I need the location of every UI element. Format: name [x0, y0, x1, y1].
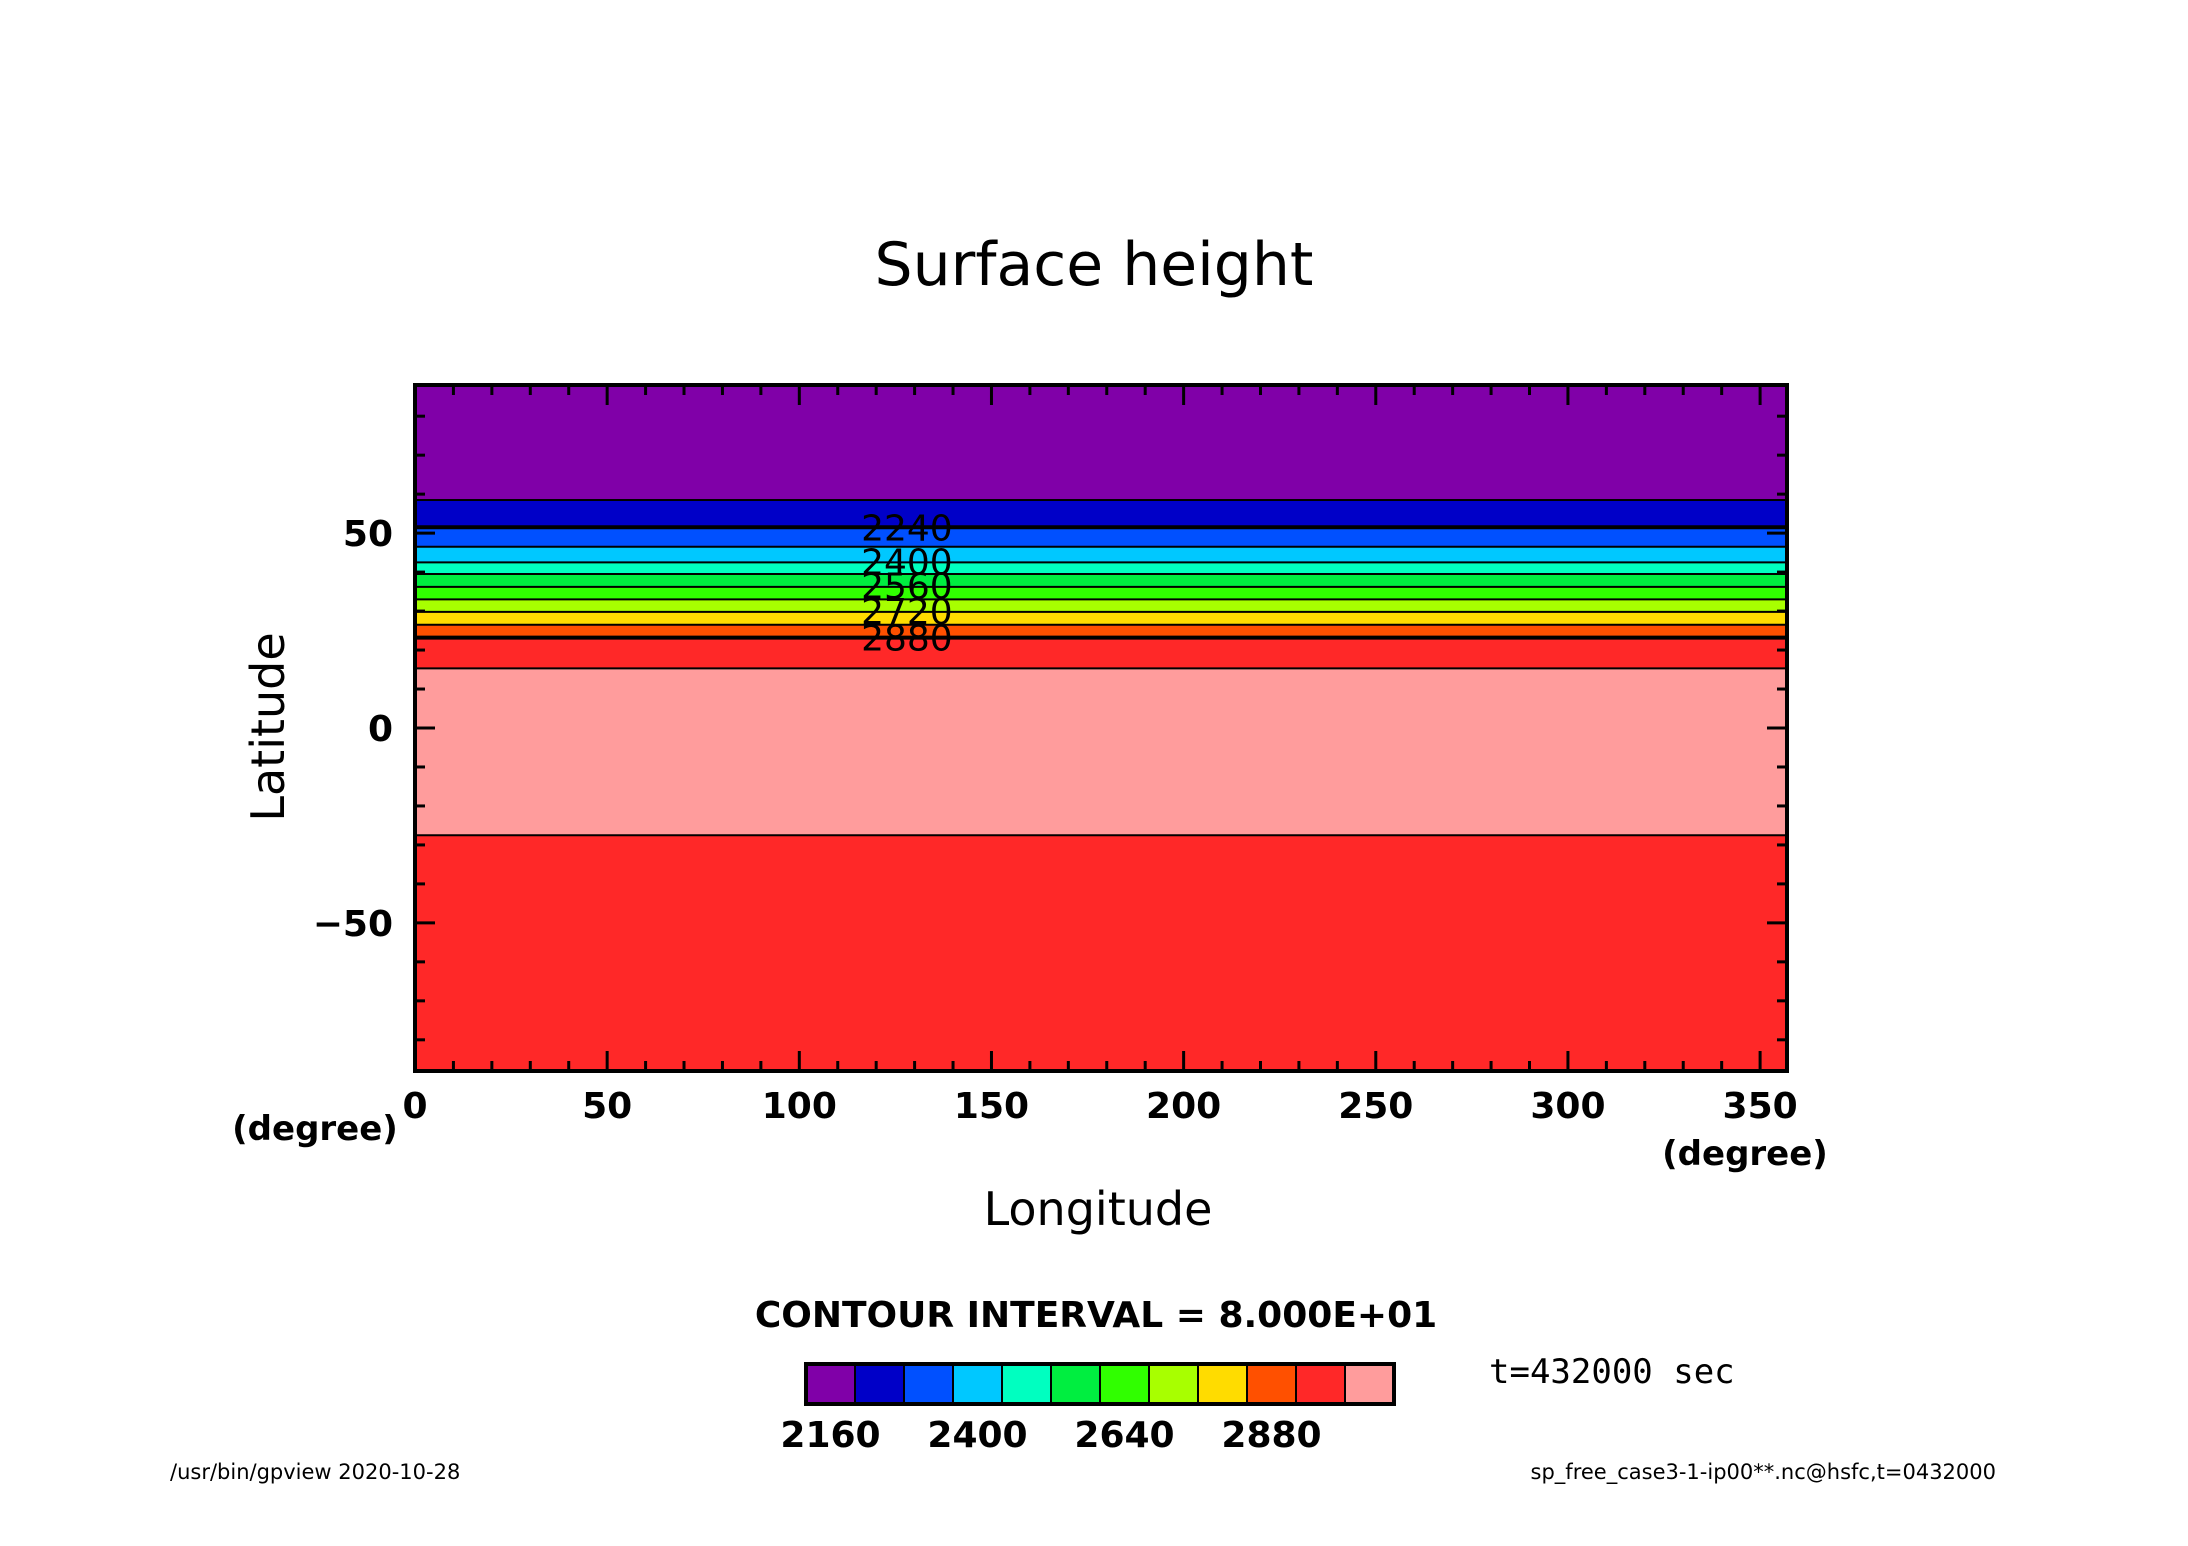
- colorbar-frame: [804, 1362, 1396, 1406]
- colorbar-swatch-4: [1001, 1363, 1052, 1405]
- colorbar-labels: 2160 2400 2640 2880: [780, 1415, 1321, 1456]
- contour-label-2400: 2400: [861, 543, 953, 584]
- colorbar-swatch-10: [1295, 1363, 1346, 1405]
- band-7: [415, 599, 1787, 612]
- x-tick-label-250: 250: [1338, 1086, 1413, 1127]
- band-10: [415, 637, 1787, 669]
- band-9: [415, 624, 1787, 638]
- colorbar-label-2880: 2880: [1221, 1415, 1321, 1456]
- x-tick-label-100: 100: [762, 1086, 837, 1127]
- y-tick-labels: −50 0 50: [313, 514, 393, 945]
- x-tick-label-0: 0: [402, 1086, 427, 1127]
- band-0: [415, 385, 1787, 500]
- colorbar-swatch-9: [1246, 1363, 1297, 1405]
- colorbar-swatch-2: [903, 1363, 954, 1405]
- y-tick-label--50: −50: [313, 904, 393, 945]
- x-axis-unit: (degree): [1662, 1134, 1828, 1174]
- x-tick-label-350: 350: [1723, 1086, 1798, 1127]
- y-tick-label-0: 0: [368, 709, 393, 750]
- contour-label-2240: 2240: [861, 508, 953, 549]
- contour-interval-label: CONTOUR INTERVAL = 8.000E+01: [755, 1295, 1437, 1336]
- colorbar-swatch-3: [952, 1363, 1003, 1405]
- band-4: [415, 562, 1787, 575]
- time-label: t=432000 sec: [1489, 1352, 1735, 1392]
- x-tick-labels: 0 50 100 150 200 250 300 350: [402, 1086, 1797, 1127]
- contour-label-2720: 2720: [861, 592, 953, 633]
- colorbar-swatch-1: [854, 1363, 905, 1405]
- band-6: [415, 586, 1787, 600]
- footer-left-text: /usr/bin/gpview 2020-10-28: [170, 1460, 460, 1484]
- x-tick-label-300: 300: [1530, 1086, 1605, 1127]
- contour-label-2880: 2880: [861, 619, 953, 660]
- chart-title: Surface height: [875, 230, 1314, 300]
- band-11: [415, 668, 1787, 836]
- colorbar-swatch-6: [1099, 1363, 1150, 1405]
- axis-ticks: [413, 385, 1787, 1071]
- y-axis-title: Latitude: [241, 632, 295, 821]
- band-1: [415, 499, 1787, 528]
- x-tick-label-150: 150: [954, 1086, 1029, 1127]
- footer-right-text: sp_free_case3-1-ip00**.nc@hsfc,t=0432000: [1531, 1460, 1996, 1485]
- band-12: [415, 835, 1787, 1071]
- x-axis-title: Longitude: [984, 1182, 1213, 1236]
- band-8: [415, 611, 1787, 625]
- x-tick-label-50: 50: [582, 1086, 632, 1127]
- colorbar-swatch-8: [1197, 1363, 1248, 1405]
- contour-lines: [415, 498, 1787, 837]
- y-tick-label-50: 50: [343, 514, 393, 555]
- colorbar-label-2160: 2160: [780, 1415, 880, 1456]
- colorbar-swatch-11: [1344, 1363, 1395, 1405]
- colorbar-label-2400: 2400: [927, 1415, 1027, 1456]
- colorbar: [805, 1363, 1395, 1405]
- contour-label-2560: 2560: [861, 567, 953, 608]
- colorbar-swatch-0: [805, 1363, 856, 1405]
- y-axis-unit: (degree): [232, 1109, 398, 1149]
- colorbar-label-2640: 2640: [1074, 1415, 1174, 1456]
- band-5: [415, 574, 1787, 587]
- colorbar-swatch-5: [1050, 1363, 1101, 1405]
- plot-bands: [415, 385, 1787, 1071]
- band-3: [415, 546, 1787, 563]
- colorbar-swatch-7: [1148, 1363, 1199, 1405]
- x-tick-label-200: 200: [1146, 1086, 1221, 1127]
- band-2: [415, 527, 1787, 547]
